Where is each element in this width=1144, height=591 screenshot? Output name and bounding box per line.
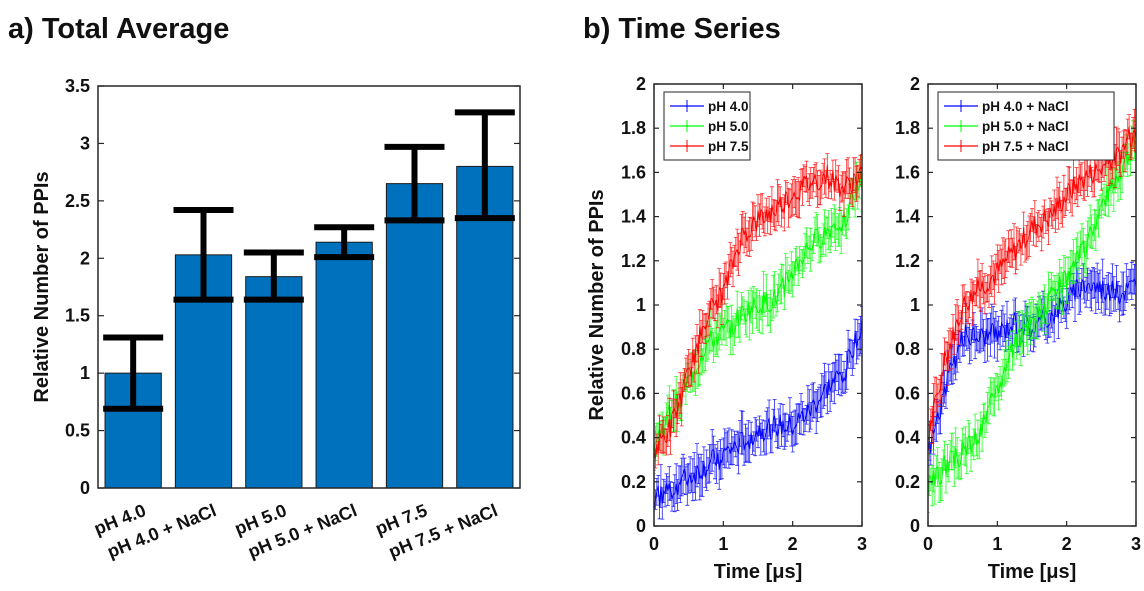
y-tick-label: 1 <box>80 363 90 383</box>
legend-label: pH 4.0 + NaCl <box>982 99 1069 114</box>
x-tick-label: 2 <box>1062 534 1072 554</box>
y-tick-label: 1.8 <box>621 118 646 138</box>
panel-a-title: a) Total Average <box>8 13 229 45</box>
y-tick-label: 1.2 <box>621 251 646 271</box>
y-tick-label: 0.2 <box>621 472 646 492</box>
x-tick-label: 0 <box>649 534 659 554</box>
y-tick-label: 0 <box>636 516 646 536</box>
x-tick-label: 1 <box>718 534 728 554</box>
legend-label: pH 7.5 <box>708 139 749 154</box>
x-tick-label: 0 <box>923 534 933 554</box>
y-tick-label: 0 <box>80 478 90 498</box>
series-error-bars <box>928 258 1136 466</box>
y-tick-label: 2 <box>80 248 90 268</box>
bar-chart-total-average: pH 4.0pH 4.0 + NaCl pH 5.0pH 5.0 + NaCl pH… <box>31 76 521 562</box>
y-tick-label: 0.2 <box>895 472 920 492</box>
panel-b-title: b) Time Series <box>583 13 781 45</box>
plot-area <box>654 153 862 526</box>
y-tick-label: 1.6 <box>621 162 646 182</box>
bar <box>245 276 303 489</box>
legend-label: pH 4.0 <box>708 99 749 114</box>
plot-frame <box>97 85 521 489</box>
series-line <box>654 317 862 512</box>
y-tick-label: 1.4 <box>895 207 920 227</box>
y-tick-label: 0 <box>910 516 920 536</box>
series-line <box>928 126 1136 440</box>
time-series-chart-no-salt: 0 0.2 0.4 0.6 0.8 1 1.2 1.4 1.6 1.8 2 0 1 2 3 Time [μs]… <box>586 74 867 583</box>
legend-label: pH 7.5 + NaCl <box>982 139 1069 154</box>
time-series-chart-nacl: 0 0.2 0.4 0.6 0.8 1 1.2 1.4 1.6 1.8 2 0 1 2 3 Time [μs]… <box>895 74 1141 583</box>
x-tick-label: 2 <box>788 534 798 554</box>
y-tick-label: 1.6 <box>895 162 920 182</box>
x-tick-label: 3 <box>1131 534 1141 554</box>
y-tick-label: 0.6 <box>895 383 920 403</box>
plot-area <box>928 108 1136 513</box>
y-tick-label: 2 <box>910 74 920 94</box>
series-error-bars <box>928 120 1136 513</box>
y-tick-label: 1.5 <box>65 306 90 326</box>
y-tick-label: 0.4 <box>621 428 646 448</box>
y-axis-label: Relative Number of PPIs <box>31 171 53 402</box>
y-tick-label: 1.2 <box>895 251 920 271</box>
y-tick-label: 1 <box>910 295 920 315</box>
x-axis-label: Time [μs] <box>988 561 1077 583</box>
y-tick-label: 3.5 <box>65 76 90 96</box>
y-tick-label: 3 <box>80 133 90 153</box>
y-tick-label: 0.5 <box>65 421 90 441</box>
y-tick-label: 0.8 <box>621 339 646 359</box>
legend-label: pH 5.0 + NaCl <box>982 119 1069 134</box>
y-tick-label: 0.6 <box>621 383 646 403</box>
bar <box>315 241 373 489</box>
y-axis-label: Relative Number of PPIs <box>586 189 608 420</box>
x-tick-label: 1 <box>992 534 1002 554</box>
bar <box>385 183 444 489</box>
legend: pH 4.0 pH 5.0 pH 7.5 <box>663 91 751 161</box>
y-tick-label: 2 <box>636 74 646 94</box>
y-tick-label: 1 <box>636 295 646 315</box>
series-error-bars <box>654 306 862 526</box>
y-tick-label: 1.4 <box>621 207 646 227</box>
y-tick-label: 0.8 <box>895 339 920 359</box>
x-tick-label: 3 <box>857 534 867 554</box>
y-tick-label: 1.8 <box>895 118 920 138</box>
x-axis-label: Time [μs] <box>714 561 803 583</box>
legend-label: pH 5.0 <box>708 119 749 134</box>
y-tick-label: 0.4 <box>895 428 920 448</box>
y-tick-label: 2.5 <box>65 191 90 211</box>
legend: pH 4.0 + NaCl pH 5.0 + NaCl pH 7.5 + NaCl <box>937 91 1115 161</box>
series-line <box>654 165 862 459</box>
series-line <box>928 133 1136 499</box>
